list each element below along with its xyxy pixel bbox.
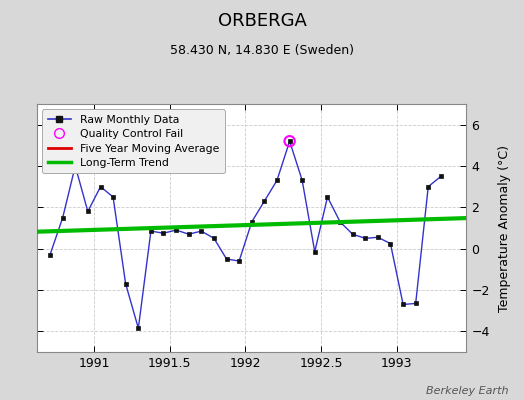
Text: 58.430 N, 14.830 E (Sweden): 58.430 N, 14.830 E (Sweden) [170, 44, 354, 57]
Point [286, 138, 294, 144]
Legend: Raw Monthly Data, Quality Control Fail, Five Year Moving Average, Long-Term Tren: Raw Monthly Data, Quality Control Fail, … [42, 110, 225, 173]
Text: ORBERGA: ORBERGA [217, 12, 307, 30]
Y-axis label: Temperature Anomaly (°C): Temperature Anomaly (°C) [498, 144, 511, 312]
Text: Berkeley Earth: Berkeley Earth [426, 386, 508, 396]
